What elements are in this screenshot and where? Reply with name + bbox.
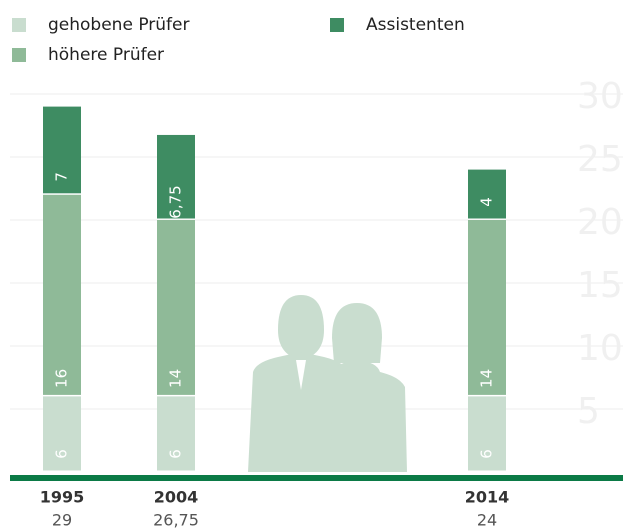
total-label: 29 (52, 511, 72, 530)
value-label: 7 (53, 172, 71, 182)
value-label: 16 (53, 369, 71, 388)
x-tick-label: 1995 (40, 488, 85, 507)
y-tick-label: 30 (577, 76, 623, 117)
value-label: 6 (478, 449, 496, 459)
x-tick-label: 2004 (154, 488, 199, 507)
legend-swatch (330, 18, 344, 32)
legend-label: gehobene Prüfer (48, 15, 189, 35)
legend-label: Assistenten (366, 15, 465, 35)
total-label: 24 (477, 511, 497, 530)
legend-swatch (12, 48, 26, 62)
x-tick-label: 2014 (465, 488, 510, 507)
bar-segment (43, 396, 81, 471)
value-label: 6 (167, 449, 185, 459)
bar-segment (43, 194, 81, 395)
bar-segment (157, 396, 195, 471)
people-icon (248, 295, 407, 472)
bar-segment (468, 169, 506, 219)
bar-segment (157, 220, 195, 395)
y-tick-label: 10 (577, 328, 623, 369)
y-tick-label: 20 (577, 202, 623, 243)
y-tick-label: 5 (577, 391, 600, 432)
value-label: 14 (167, 369, 185, 388)
value-label: 4 (478, 197, 496, 207)
bar-segment (468, 220, 506, 395)
bar-segment (157, 134, 195, 219)
baseline (10, 475, 623, 481)
value-label: 14 (478, 369, 496, 388)
legend-swatch (12, 18, 26, 32)
value-label: 6,75 (167, 185, 185, 218)
value-label: 6 (53, 449, 71, 459)
bar-segment (468, 396, 506, 471)
y-tick-label: 25 (577, 139, 623, 180)
total-label: 26,75 (153, 511, 199, 530)
bar-segment (43, 106, 81, 194)
legend-label: höhere Prüfer (48, 45, 164, 65)
y-tick-label: 15 (577, 265, 623, 306)
